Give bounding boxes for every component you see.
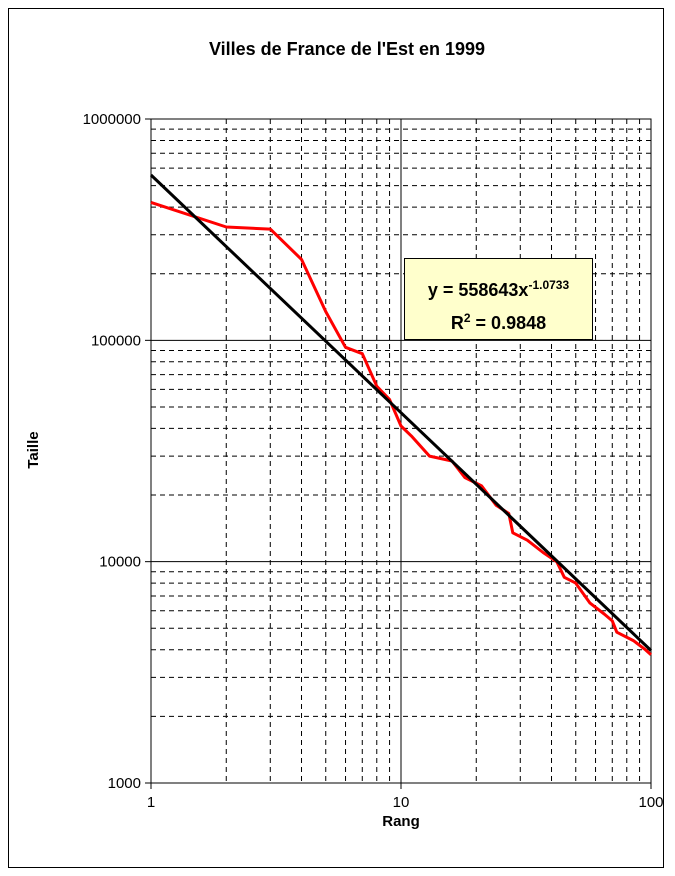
r-squared-value: = 0.9848 [470, 313, 547, 333]
r-squared-symbol: R [450, 313, 464, 333]
x-tick-label: 100 [638, 794, 663, 811]
r-squared-line: R2 = 0.9848 [405, 304, 592, 337]
tick-labels: 1 10 100 1000 10000 100000 1000000 [83, 111, 664, 811]
y-tick-label: 1000 [108, 775, 141, 792]
x-axis-label: Rang [382, 813, 420, 830]
r-squared-exponent: 2 [463, 311, 471, 325]
series-group [149, 173, 653, 656]
equation-text: y = 558643x [427, 280, 529, 300]
trendline-equation-box: y = 558643x-1.0733 R2 = 0.9848 [404, 258, 593, 340]
trendline [149, 173, 653, 652]
grid [151, 119, 651, 783]
equation-line: y = 558643x-1.0733 [405, 271, 592, 304]
x-tick-label: 1 [147, 794, 155, 811]
y-axis-label: Taille [25, 431, 42, 468]
y-tick-label: 1000000 [83, 111, 141, 128]
chart-frame [8, 8, 664, 868]
x-tick-label: 10 [393, 794, 410, 811]
equation-exponent: -1.0733 [528, 278, 570, 292]
y-tick-label: 100000 [91, 332, 141, 349]
chart-title: Villes de France de l'Est en 1999 [209, 39, 485, 59]
y-tick-label: 10000 [99, 554, 141, 571]
